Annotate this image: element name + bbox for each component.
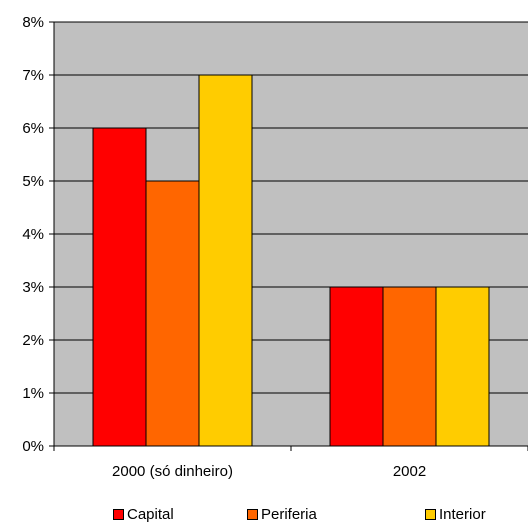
bar-chart: 0%1%2%3%4%5%6%7%8% 2000 (só dinheiro) 200… <box>22 14 528 480</box>
y-tick-label: 4% <box>22 226 44 243</box>
y-tick-label: 7% <box>22 67 44 84</box>
y-tick-label: 5% <box>22 173 44 190</box>
x-axis-category-labels: 2000 (só dinheiro) 2002 <box>112 463 426 480</box>
legend-swatch <box>113 509 124 520</box>
legend-swatch <box>247 509 258 520</box>
legend-swatch <box>425 509 436 520</box>
bar-capital-2 <box>329 286 384 447</box>
legend: Capital Periferia Interior <box>0 506 528 526</box>
bar-capital-1 <box>92 127 147 447</box>
x-category-label: 2002 <box>393 463 426 480</box>
legend-item-interior: Interior <box>425 506 486 523</box>
y-tick-label: 1% <box>22 385 44 402</box>
y-tick-label: 0% <box>22 438 44 455</box>
legend-label: Periferia <box>261 506 317 523</box>
legend-item-capital: Capital <box>113 506 174 523</box>
y-tick-label: 8% <box>22 14 44 31</box>
y-axis-tick-labels: 0% 1% 2% 3% 4% 5% 6% 7% 8% <box>22 14 44 455</box>
bar-periferia-2 <box>382 286 437 447</box>
legend-label: Capital <box>127 506 174 523</box>
bar-interior-2 <box>435 286 490 447</box>
x-category-label: 2000 (só dinheiro) <box>112 463 233 480</box>
bar-interior-1 <box>198 74 253 447</box>
legend-item-periferia: Periferia <box>247 506 317 523</box>
axes <box>49 21 528 451</box>
y-tick-label: 6% <box>22 120 44 137</box>
y-tick-label: 3% <box>22 279 44 296</box>
legend-label: Interior <box>439 506 486 523</box>
bar-periferia-1 <box>145 180 200 447</box>
bars <box>92 74 490 447</box>
y-tick-label: 2% <box>22 332 44 349</box>
